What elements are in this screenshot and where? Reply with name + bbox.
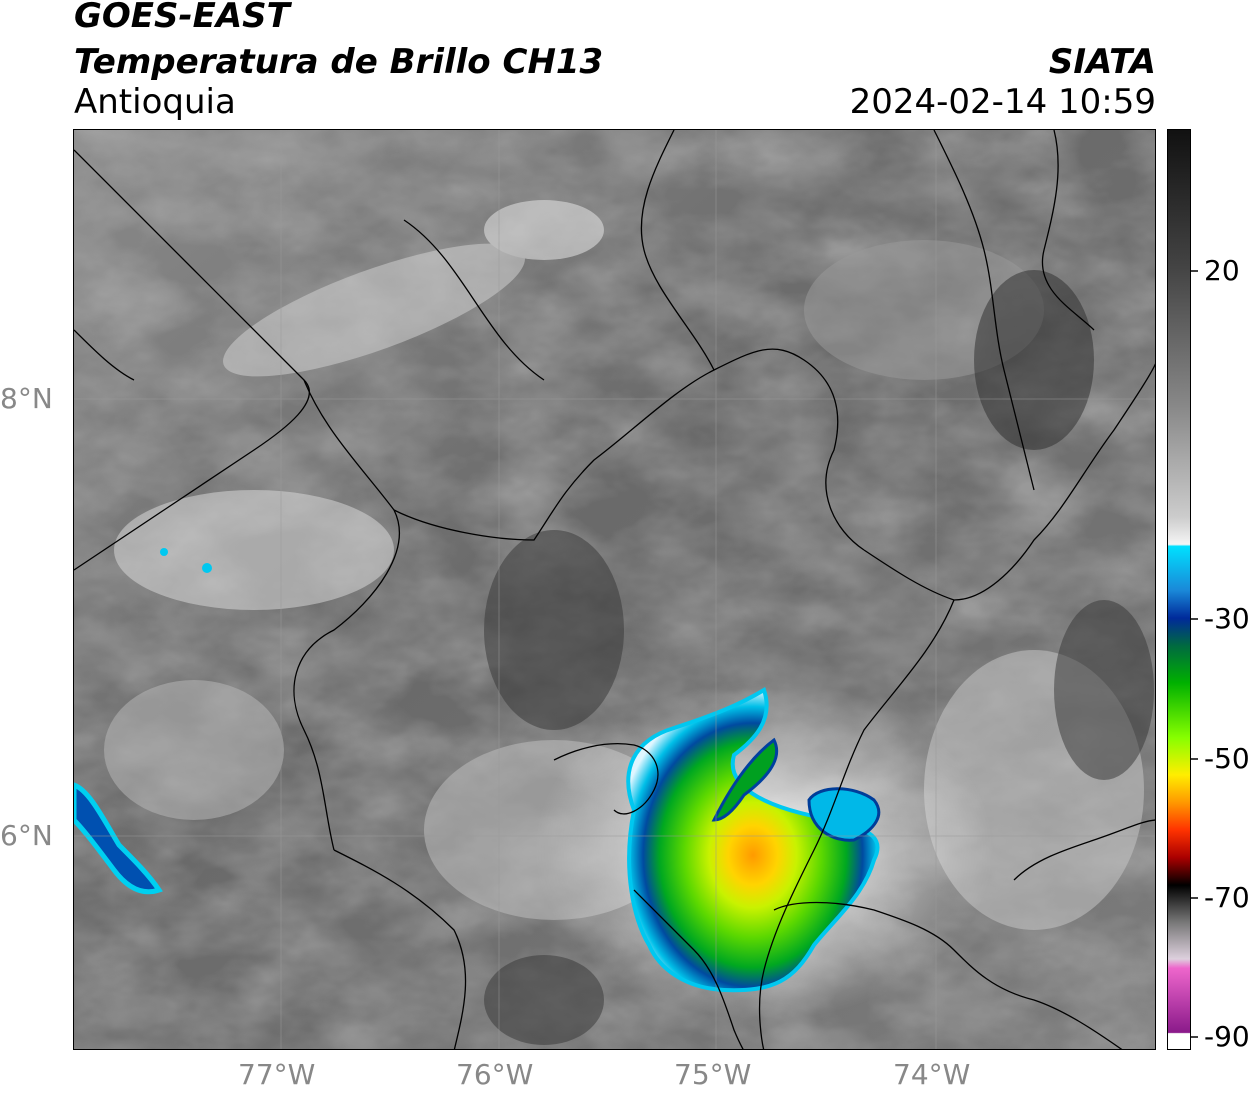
lon-label-74w: 74°W <box>893 1058 971 1091</box>
product-title: Temperatura de Brillo CH13 <box>74 42 604 82</box>
temperature-colorbar <box>1167 129 1191 1050</box>
storm-arm <box>711 737 779 822</box>
graticule <box>74 130 1155 1049</box>
colorbar-tick-20: 20 <box>1204 254 1240 287</box>
colorbar-tick-minus70: -70 <box>1204 881 1250 914</box>
small-cold-cell <box>202 563 212 573</box>
colorbar-ticks <box>1190 270 1198 1038</box>
colorbar-tick-minus50: -50 <box>1204 742 1250 775</box>
lon-label-77w: 77°W <box>238 1058 316 1091</box>
timestamp-label: 2024-02-14 10:59 <box>849 82 1156 122</box>
colorbar-tick-minus90: -90 <box>1204 1020 1250 1053</box>
small-cold-cell <box>160 548 168 556</box>
coastal-cold-cloud <box>74 782 163 895</box>
lat-label-8n: 8°N <box>0 382 53 415</box>
satellite-map[interactable] <box>73 129 1156 1050</box>
warm-regions <box>484 270 1154 1045</box>
region-title: Antioquia <box>74 82 236 122</box>
lon-label-76w: 76°W <box>456 1058 534 1091</box>
lon-label-75w: 75°W <box>674 1058 752 1091</box>
agency-label: SIATA <box>1048 42 1156 82</box>
satellite-title: GOES-EAST <box>74 0 290 36</box>
colorbar-tick-minus30: -30 <box>1204 602 1250 635</box>
boundaries <box>74 130 1155 1049</box>
lat-label-6n: 6°N <box>0 819 53 852</box>
